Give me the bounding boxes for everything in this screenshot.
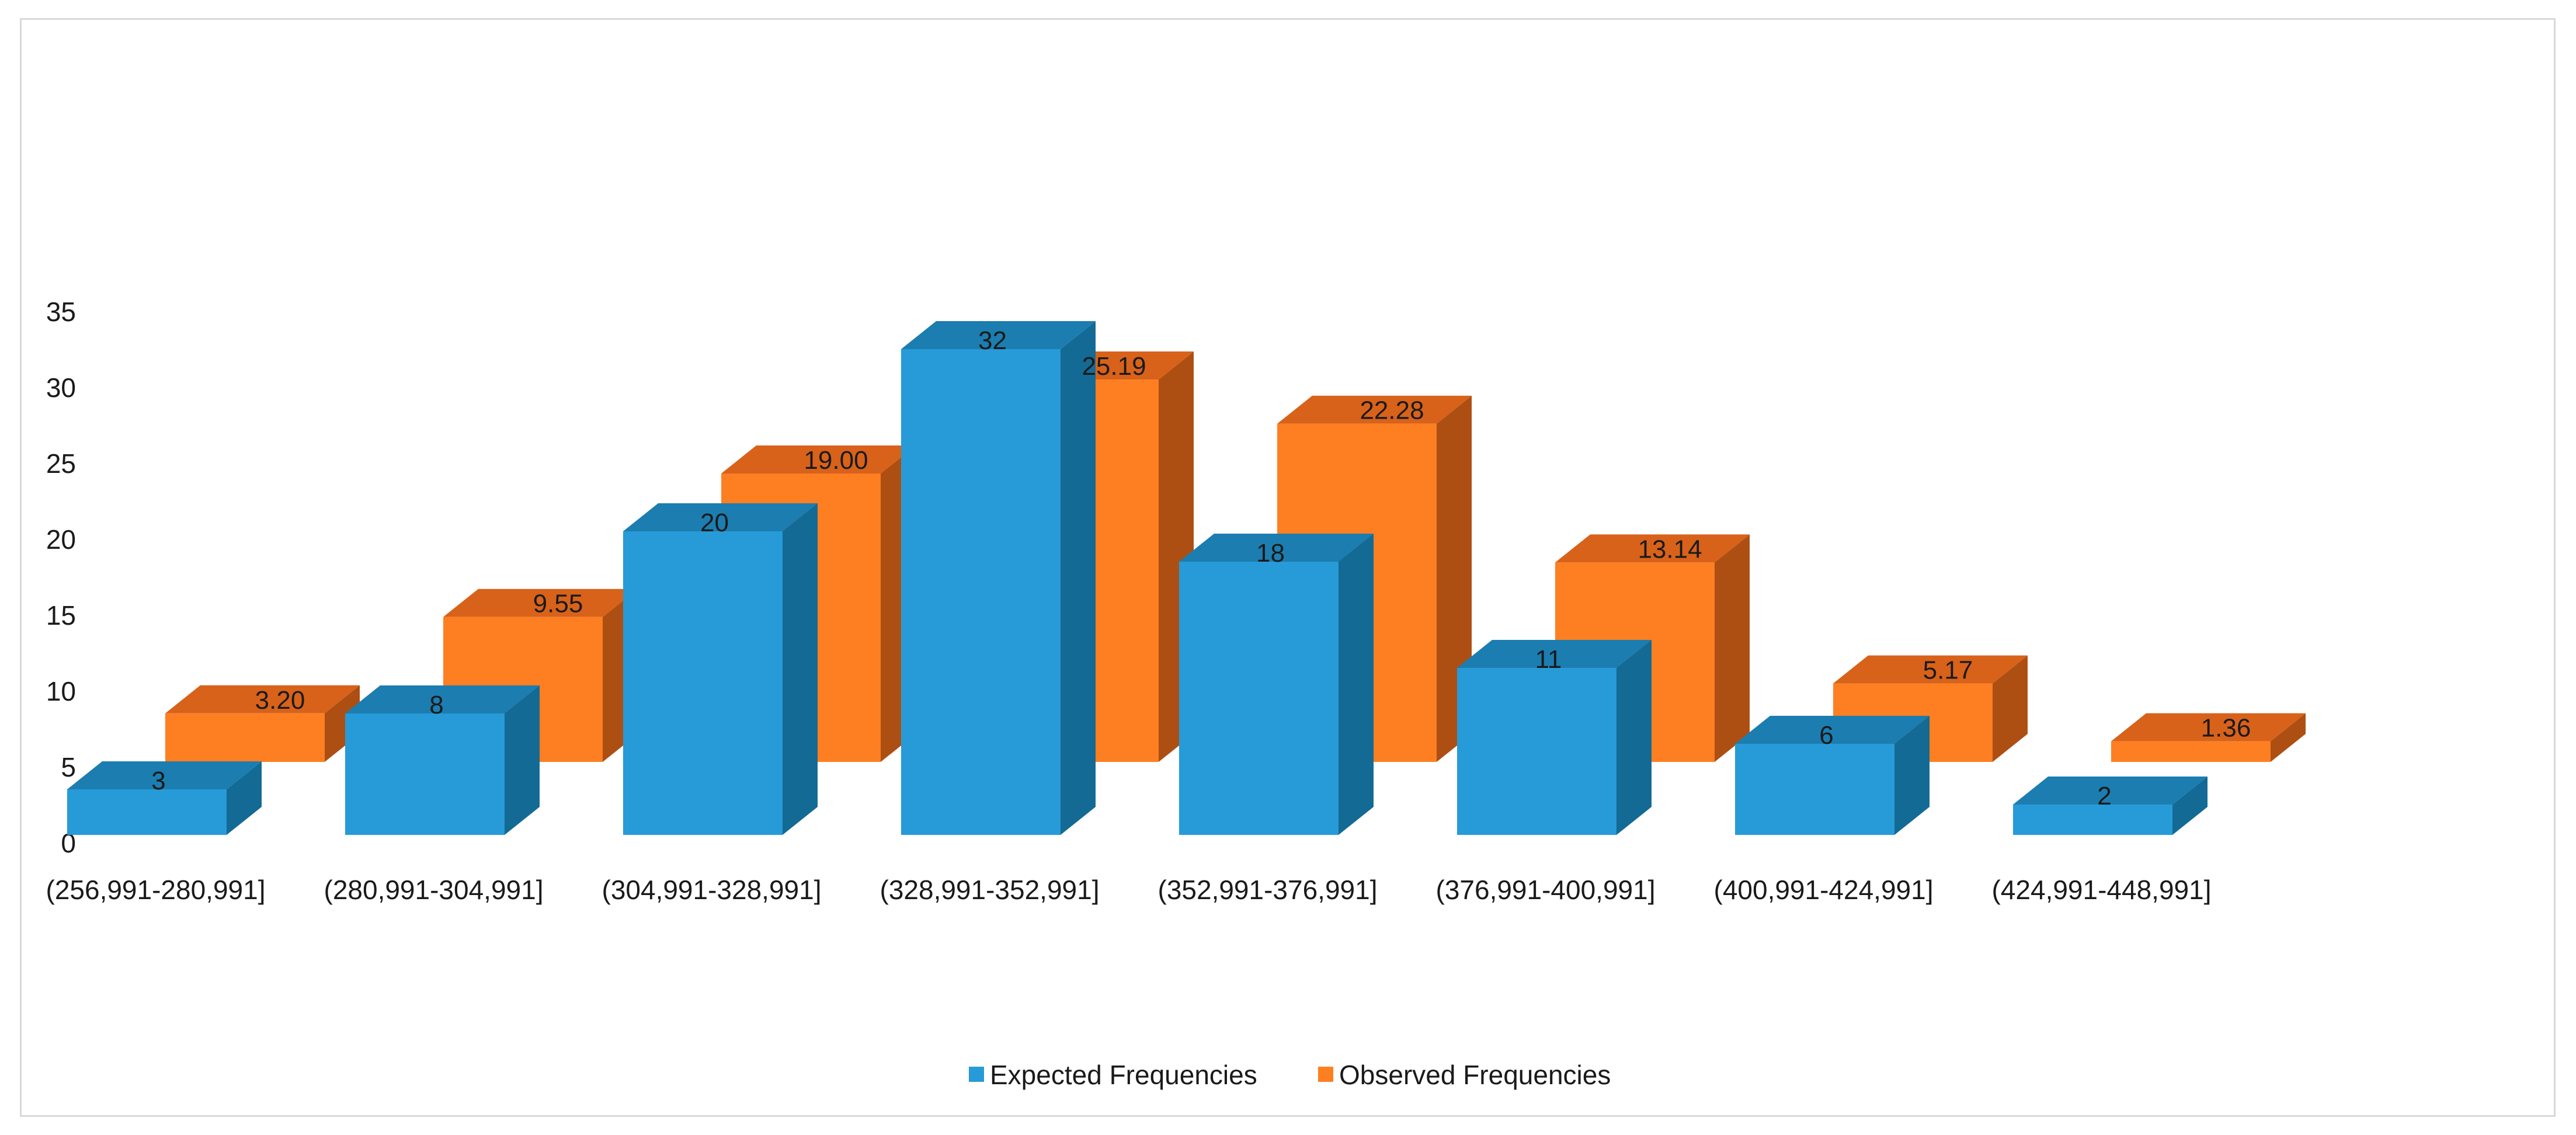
bar-expected-front bbox=[1735, 744, 1894, 835]
y-tick-label: 15 bbox=[46, 600, 76, 631]
x-category-label: (400,991-424,991] bbox=[1714, 875, 1934, 905]
bar-expected-front bbox=[1179, 562, 1339, 835]
data-label-expected: 8 bbox=[429, 691, 443, 719]
x-category-label: (328,991-352,991] bbox=[880, 875, 1100, 905]
bar-expected-top bbox=[67, 761, 262, 789]
x-category-label: (376,991-400,991] bbox=[1436, 875, 1656, 905]
bar-expected-side bbox=[1339, 534, 1374, 835]
bar-expected-top bbox=[901, 321, 1096, 349]
x-category-label: (424,991-448,991] bbox=[1992, 875, 2212, 905]
data-label-observed: 1.36 bbox=[2201, 714, 2251, 743]
data-label-expected: 11 bbox=[1535, 645, 1562, 674]
bar-expected bbox=[1457, 640, 1652, 835]
bar-expected-side bbox=[505, 685, 540, 835]
y-tick-label: 20 bbox=[46, 524, 76, 555]
x-category-label: (280,991-304,991] bbox=[324, 875, 544, 905]
bar-observed-top bbox=[1555, 534, 1750, 563]
data-label-observed: 13.14 bbox=[1638, 535, 1702, 563]
bar-expected bbox=[1735, 716, 1930, 835]
bar-observed-top bbox=[443, 589, 638, 617]
bar-observed-top bbox=[721, 445, 916, 474]
y-tick-label: 10 bbox=[46, 676, 76, 706]
bar-observed-side bbox=[2271, 713, 2306, 762]
data-label-observed: 25.19 bbox=[1082, 352, 1146, 381]
bar-expected-side bbox=[1894, 716, 1930, 835]
bar-expected-top bbox=[1735, 716, 1930, 744]
bar-expected-front bbox=[345, 713, 505, 835]
data-label-observed: 5.17 bbox=[1923, 656, 1973, 685]
legend-swatch-observed bbox=[1318, 1067, 1333, 1082]
bar-expected-front bbox=[2013, 805, 2172, 835]
data-label-expected: 32 bbox=[978, 326, 1007, 355]
data-label-expected: 3 bbox=[151, 767, 165, 795]
y-tick-label: 25 bbox=[46, 448, 76, 479]
bar-expected bbox=[2013, 777, 2207, 835]
bar-expected bbox=[623, 503, 818, 835]
bar-expected-side bbox=[1061, 321, 1096, 835]
data-label-expected: 6 bbox=[1819, 721, 1833, 750]
legend: Expected Frequencies Observed Frequencie… bbox=[969, 1060, 1611, 1090]
bar-expected-top bbox=[623, 503, 818, 531]
y-tick-label: 35 bbox=[46, 297, 76, 327]
legend-label-observed: Observed Frequencies bbox=[1339, 1060, 1611, 1090]
data-label-observed: 19.00 bbox=[804, 446, 868, 475]
data-label-expected: 18 bbox=[1256, 539, 1285, 568]
bar-observed-side bbox=[1715, 534, 1750, 762]
bar-observed-side bbox=[1993, 655, 2028, 762]
y-tick-label: 30 bbox=[46, 372, 76, 403]
bar-expected-side bbox=[783, 503, 818, 835]
bar-expected-top bbox=[345, 685, 540, 713]
y-tick-label: 5 bbox=[61, 752, 76, 782]
bar-expected-front bbox=[67, 789, 227, 835]
data-label-expected: 20 bbox=[700, 509, 729, 537]
bar-observed-top bbox=[165, 685, 360, 713]
data-labels: 3.20 3 9.55 8 19.00 20 25.19 32 22.28 18 13.14 11 5.… bbox=[151, 326, 2251, 810]
bar-expected-front bbox=[1457, 668, 1616, 835]
x-category-label: (304,991-328,991] bbox=[602, 875, 822, 905]
bar-expected-side bbox=[1616, 640, 1652, 835]
data-label-observed: 22.28 bbox=[1360, 396, 1424, 425]
bar-expected bbox=[1179, 534, 1374, 835]
bar-expected-front bbox=[623, 531, 783, 835]
bar-observed-front bbox=[165, 713, 325, 762]
legend-label-expected: Expected Frequencies bbox=[990, 1060, 1257, 1090]
bar-observed bbox=[165, 685, 360, 762]
bar-expected-front bbox=[901, 349, 1061, 835]
bar-expected-top bbox=[2013, 777, 2207, 805]
bar-expected bbox=[345, 685, 540, 835]
x-category-label: (352,991-376,991] bbox=[1158, 875, 1378, 905]
data-label-observed: 3.20 bbox=[255, 686, 305, 715]
bar-observed-side bbox=[325, 685, 360, 762]
bar-observed-top bbox=[1277, 395, 1472, 424]
bar-expected-top bbox=[1179, 534, 1374, 562]
bar-observed-top bbox=[1833, 655, 2028, 684]
bars bbox=[67, 321, 2306, 835]
data-label-observed: 9.55 bbox=[533, 590, 583, 618]
bar-observed bbox=[2111, 713, 2306, 762]
x-category-label: (256,991-280,991] bbox=[46, 875, 266, 905]
bar-expected-top bbox=[1457, 640, 1652, 668]
bar-expected-side bbox=[227, 761, 262, 835]
bar-observed-top bbox=[2111, 713, 2306, 741]
category-labels: (256,991-280,991] (280,991-304,991] (304,9… bbox=[46, 875, 2212, 905]
bar-observed-front bbox=[2111, 741, 2271, 762]
legend-swatch-expected bbox=[969, 1067, 984, 1082]
bar-expected bbox=[67, 761, 262, 835]
bar-expected bbox=[901, 321, 1096, 835]
data-label-expected: 2 bbox=[2097, 782, 2111, 810]
bar-expected-side bbox=[2172, 777, 2207, 835]
